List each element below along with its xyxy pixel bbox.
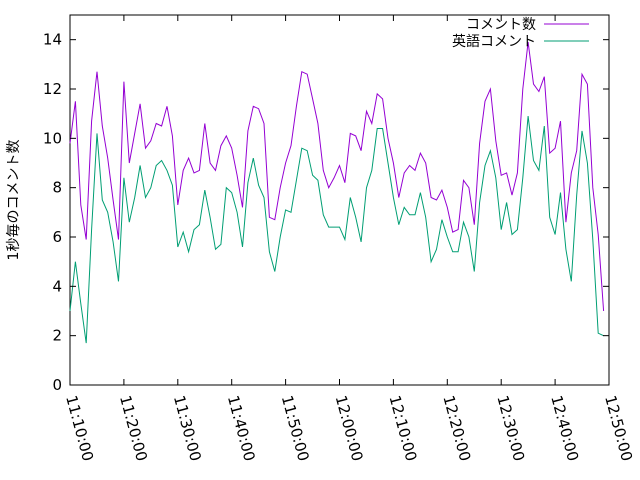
x-tick-label: 11:50:00 [278,393,313,463]
series-line-2 [69,116,604,344]
legend-label-2: 英語コメント [452,33,536,50]
x-tick-label: 11:10:00 [62,393,97,463]
y-tick-label: 4 [52,277,62,295]
y-tick-label: 6 [52,228,62,246]
y-tick-label: 2 [52,327,62,345]
series-line-1 [69,42,605,312]
y-tick-label: 8 [52,179,62,197]
y-tick-label: 12 [43,80,62,98]
x-tick-label: 12:40:00 [547,393,582,463]
y-axis-title: 1秒毎のコメント数 [6,140,22,261]
x-tick-label: 12:20:00 [439,393,474,463]
x-tick-label: 12:10:00 [386,393,421,463]
x-tick-label: 12:30:00 [493,393,528,463]
x-axis-ticks: 11:10:00 11:20:00 11:30:00 11:40:00 11:50:00… [62,15,636,463]
y-tick-label: 0 [52,376,62,394]
plot-frame [69,14,610,386]
plot-border [69,14,610,386]
legend-label-1: コメント数 [466,17,536,33]
x-tick-label: 11:20:00 [116,393,151,463]
x-tick-label: 12:50:00 [601,393,636,463]
x-tick-label: 11:30:00 [170,393,205,463]
x-tick-label: 11:40:00 [224,393,259,463]
y-tick-label: 10 [43,129,62,147]
y-tick-label: 14 [43,31,62,49]
y-axis-ticks: 0 2 4 6 8 10 12 14 [43,31,609,394]
x-tick-label: 12:00:00 [332,393,367,463]
series-layer [69,42,605,344]
